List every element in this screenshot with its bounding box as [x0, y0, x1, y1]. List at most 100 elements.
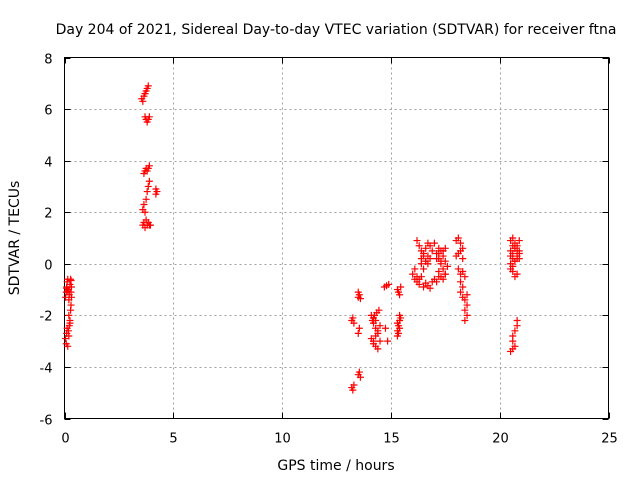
data-point: [457, 288, 465, 296]
data-point: [420, 283, 428, 291]
data-point: [513, 317, 521, 325]
data-point: [459, 283, 467, 291]
y-tick-label: 8: [44, 53, 52, 68]
data-point: [67, 283, 75, 291]
data-point: [417, 260, 425, 268]
data-point: [397, 283, 405, 291]
data-point: [511, 257, 519, 265]
data-point: [426, 242, 434, 250]
data-point: [355, 324, 363, 332]
data-point: [372, 324, 380, 332]
data-point: [396, 324, 404, 332]
data-point: [435, 273, 443, 281]
data-point: [461, 273, 469, 281]
data-point: [463, 291, 471, 299]
data-point: [65, 332, 73, 340]
data-point: [515, 247, 523, 255]
data-point: [67, 301, 75, 309]
data-point: [145, 177, 153, 185]
data-point: [454, 265, 462, 273]
data-point: [463, 301, 471, 309]
data-point: [355, 368, 363, 376]
data-point: [511, 327, 519, 335]
data-point: [433, 278, 441, 286]
data-point: [509, 345, 517, 353]
data-point: [350, 319, 358, 327]
y-tick-label: 2: [44, 207, 52, 222]
data-point: [146, 221, 154, 229]
data-point: [459, 268, 467, 276]
data-point: [411, 265, 419, 273]
data-point: [461, 317, 469, 325]
data-point: [143, 188, 151, 196]
data-point: [64, 287, 72, 295]
data-point: [374, 329, 382, 337]
data-point: [152, 190, 160, 198]
data-point: [349, 386, 357, 394]
y-axis-label: SDTVAR / TECUs: [7, 181, 23, 296]
data-point: [457, 278, 465, 286]
data-point: [509, 268, 517, 276]
data-point: [417, 273, 425, 281]
data-point: [374, 345, 382, 353]
data-point: [439, 265, 447, 273]
data-point: [142, 195, 150, 203]
data-point: [435, 249, 443, 257]
data-point: [457, 239, 465, 247]
data-point: [67, 293, 75, 301]
data-point: [393, 332, 401, 340]
x-axis-label: GPS time / hours: [277, 458, 394, 474]
data-point: [354, 329, 362, 337]
x-tick-label: 25: [601, 432, 618, 447]
data-point: [145, 162, 153, 170]
data-point: [461, 296, 469, 304]
data-point: [350, 381, 358, 389]
data-point: [424, 252, 432, 260]
data-point: [513, 270, 521, 278]
data-point: [64, 342, 72, 350]
data-point: [422, 244, 430, 252]
data-point: [67, 277, 75, 285]
data-point: [441, 270, 449, 278]
y-tick-label: -6: [40, 414, 53, 429]
data-point: [144, 182, 152, 190]
x-tick-label: 20: [492, 432, 509, 447]
data-point: [396, 311, 404, 319]
data-point: [384, 337, 392, 345]
data-point: [415, 242, 423, 250]
data-point: [413, 237, 421, 245]
chart-title: Day 204 of 2021, Sidereal Day-to-day VTE…: [56, 22, 617, 38]
data-point: [509, 234, 517, 242]
data-point: [381, 324, 389, 332]
x-tick-label: 15: [383, 432, 400, 447]
data-point: [415, 280, 423, 288]
data-point: [375, 306, 383, 314]
y-tick-label: 4: [44, 156, 52, 171]
data-point: [422, 257, 430, 265]
data-point: [439, 275, 447, 283]
data-point: [441, 244, 449, 252]
data-point: [437, 257, 445, 265]
x-tick-label: 10: [274, 432, 291, 447]
plot-frame: [64, 57, 609, 419]
data-point: [356, 373, 364, 381]
data-point: [139, 97, 147, 105]
data-point: [443, 262, 451, 270]
data-point: [372, 317, 380, 325]
data-point: [433, 255, 441, 263]
data-point: [515, 237, 523, 245]
y-tick-labels: -6 -4 -2 0 2 4 6 8: [40, 53, 53, 429]
data-point: [430, 239, 438, 247]
data-point: [349, 314, 357, 322]
data-point: [454, 234, 462, 242]
data-point: [428, 247, 436, 255]
data-point: [376, 322, 384, 330]
data-point: [376, 337, 384, 345]
y-tick-label: 0: [44, 259, 52, 274]
data-point: [65, 311, 73, 319]
y-tick-label: 6: [44, 104, 52, 119]
axis-ticks: [64, 57, 610, 420]
data-point: [141, 208, 149, 216]
grid: [64, 57, 609, 419]
data-point: [461, 306, 469, 314]
